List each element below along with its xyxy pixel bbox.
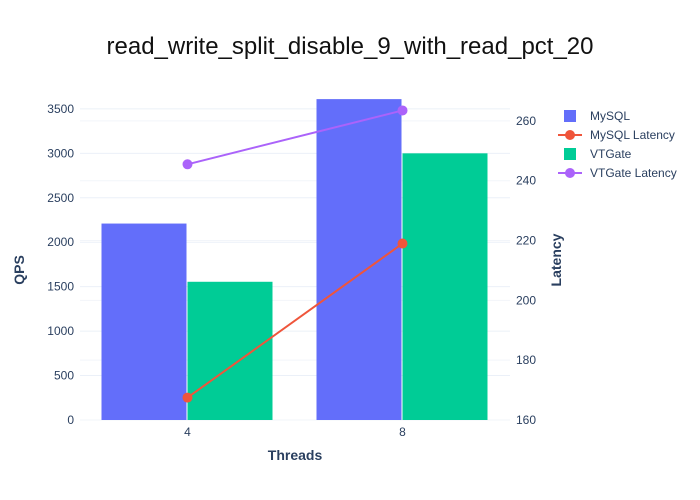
line-mysql-latency	[186, 242, 404, 399]
bar-mysql-8	[316, 99, 402, 420]
legend-label: MySQL Latency	[590, 128, 675, 142]
legend-swatch	[564, 110, 576, 122]
bar-vtgate-8	[402, 153, 488, 421]
legend-swatch-marker	[565, 130, 575, 140]
legend-item-mysql-latency[interactable]: MySQL Latency	[558, 128, 675, 142]
y2-tick-label: 260	[516, 114, 536, 128]
y-tick-label: 3000	[47, 146, 74, 160]
y-tick-label: 2500	[47, 191, 74, 205]
legend-item-vtgate-latency[interactable]: VTGate Latency	[558, 166, 677, 180]
y-tick-label: 1000	[47, 324, 74, 338]
y-tick-label: 2000	[47, 235, 74, 249]
point-vtgate-latency-8	[397, 105, 408, 116]
lines	[182, 105, 408, 403]
chart-title: read_write_split_disable_9_with_read_pct…	[107, 33, 594, 60]
legend-swatch	[564, 148, 576, 160]
y2-tick-label: 220	[516, 234, 536, 248]
x-tick-label: 4	[184, 425, 191, 439]
legend-label: VTGate Latency	[590, 166, 677, 180]
axes: 0 500 1000 1500 2000 2500 3000 3500 160 180 200 220…	[47, 102, 536, 439]
legend-item-vtgate[interactable]: VTGate	[564, 147, 632, 161]
y-tick-label: 1500	[47, 280, 74, 294]
bar-mysql-4	[101, 223, 187, 420]
bars	[101, 99, 488, 421]
y2-tick-label: 180	[516, 353, 536, 367]
legend-swatch-marker	[565, 168, 575, 178]
legend-label: VTGate	[590, 147, 632, 161]
legend-label: MySQL	[590, 109, 630, 123]
y-tick-label: 0	[67, 413, 74, 427]
bar-vtgate-4	[187, 281, 273, 420]
x-tick-label: 8	[399, 425, 406, 439]
y-tick-label: 500	[54, 369, 74, 383]
y2-tick-label: 200	[516, 293, 536, 307]
y-axis-label: QPS	[11, 255, 27, 285]
y2-tick-label: 160	[516, 413, 536, 427]
legend-item-mysql[interactable]: MySQL	[564, 109, 630, 123]
line-vtgate-latency	[187, 109, 403, 166]
y-tick-label: 3500	[47, 102, 74, 116]
y2-tick-label: 240	[516, 174, 536, 188]
y2-axis-label: Latency	[548, 233, 564, 286]
x-axis-label: Threads	[268, 447, 323, 463]
point-mysql-latency-8	[397, 238, 408, 249]
legend: MySQL MySQL Latency VTGate VTGate Latency	[558, 109, 677, 180]
point-mysql-latency-4	[182, 392, 193, 403]
point-vtgate-latency-4	[182, 159, 193, 170]
